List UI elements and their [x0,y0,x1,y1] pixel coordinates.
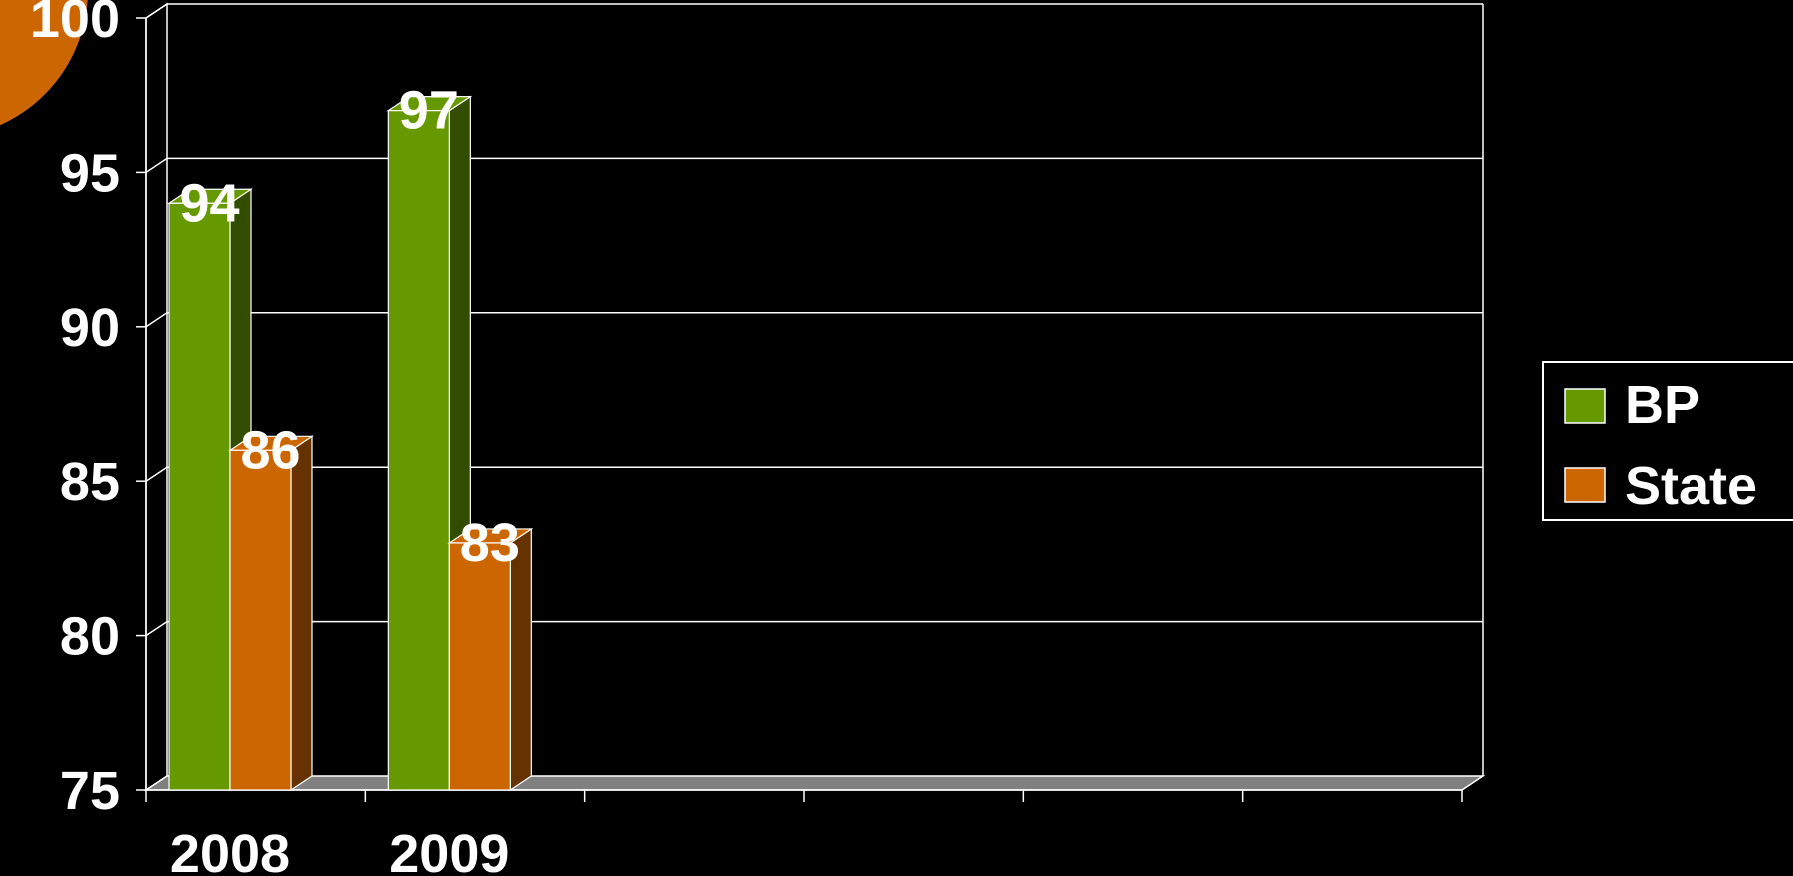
bar-bp-2008 [167,188,253,792]
data-label: 83 [460,513,520,573]
gridline-side [145,466,168,482]
bar-side [290,435,313,792]
chart-side-wall [145,2,168,792]
gridline-side [145,157,168,174]
y-tick-label: 80 [60,607,120,667]
data-label: 86 [240,420,300,480]
legend-swatch-bp [1564,388,1606,424]
x-category-label: 2009 [389,824,509,876]
legend-label-state: State [1625,456,1757,516]
chart-floor [143,775,1486,791]
gridline-side [145,620,168,637]
bar-state-2009 [447,527,534,792]
legend: BP State [1542,361,1793,521]
decorative-circle [0,0,88,126]
gridline-side [145,312,168,328]
legend-swatch-state [1564,467,1606,503]
x-category-label: 2008 [170,824,290,876]
bar-state-2008 [228,435,314,792]
bar-front [168,202,231,791]
y-tick-label: 75 [60,761,120,821]
bar-front [387,110,450,791]
y-tick-label: 90 [60,298,120,358]
bar-bp-2009 [386,95,473,792]
data-label: 94 [179,173,239,233]
bar-front [448,542,511,791]
y-tick-label: 85 [60,452,120,512]
y-tick-label: 100 [30,0,120,49]
legend-label-bp: BP [1625,375,1700,435]
data-label: 97 [399,81,459,141]
gridline-side [145,3,168,19]
plot-area: 75 80 85 90 95 100 94 86 2008 97 83 2009 [30,0,1486,876]
bar-front [229,449,292,791]
y-tick-label: 95 [60,143,120,203]
